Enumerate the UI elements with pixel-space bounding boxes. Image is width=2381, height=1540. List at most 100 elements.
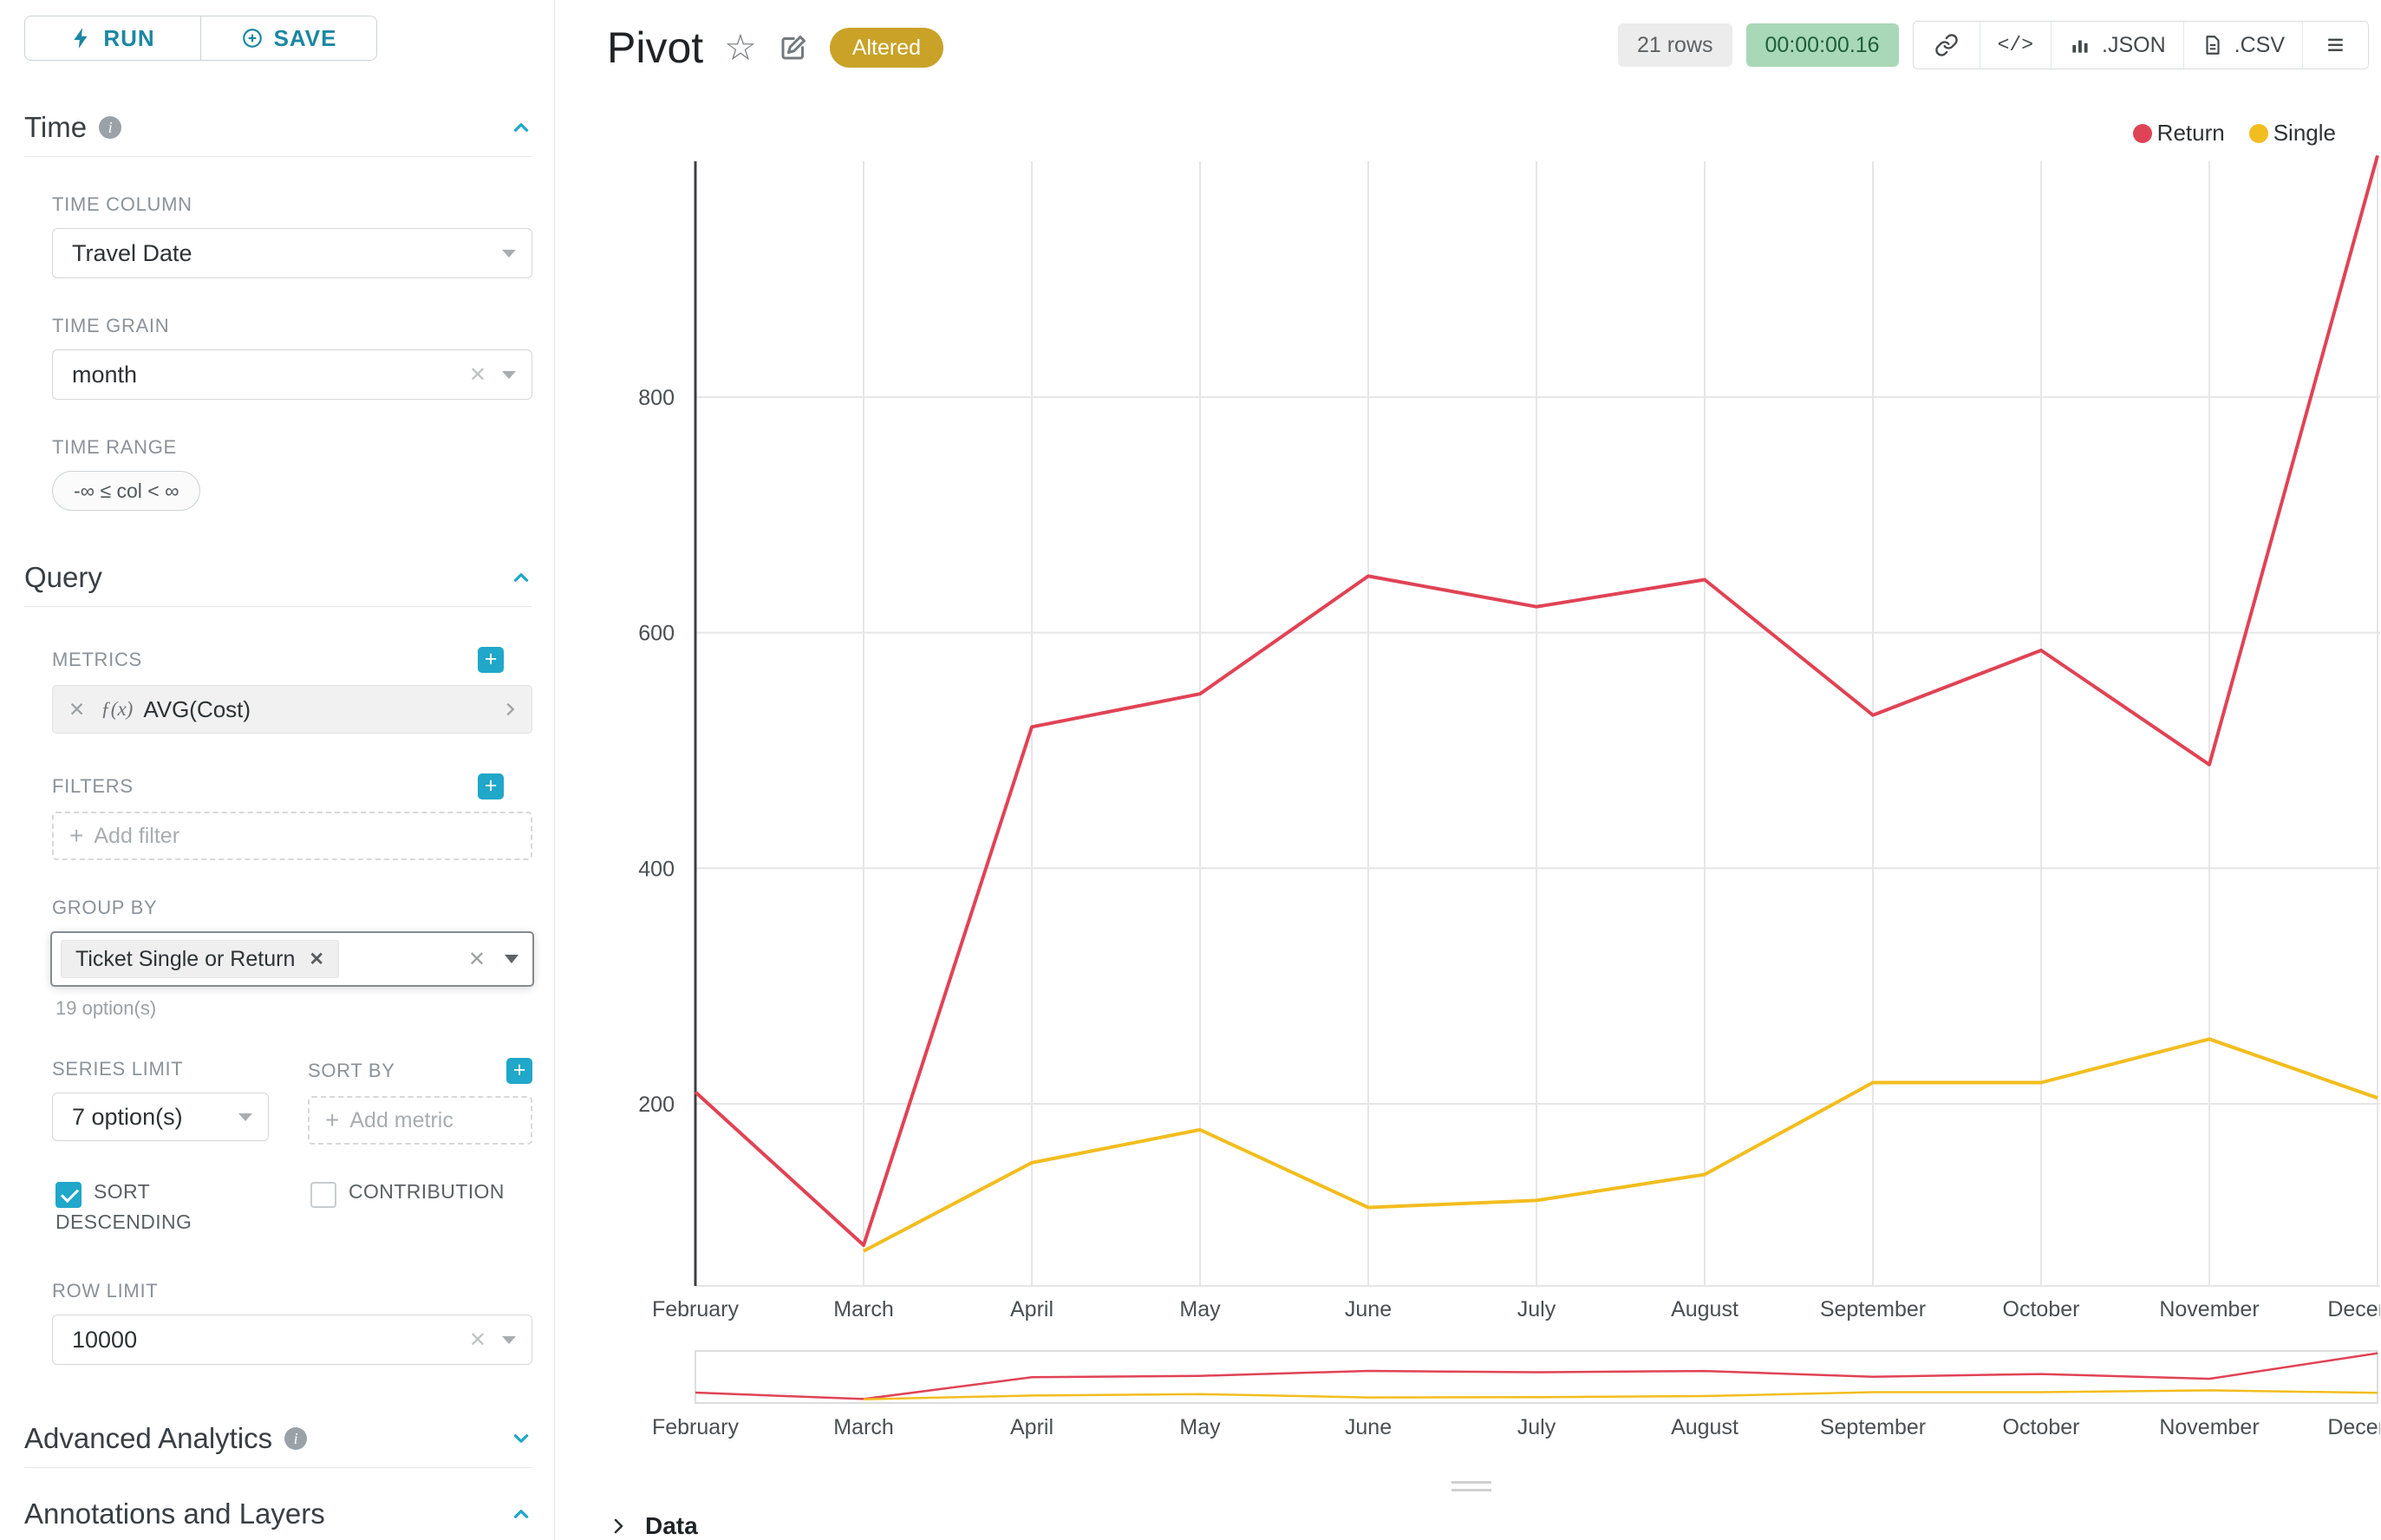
clear-icon[interactable]: ✕ — [468, 362, 486, 387]
series-limit-label: SERIES LIMIT — [52, 1058, 184, 1080]
legend-item-single[interactable]: Single — [2248, 120, 2336, 147]
info-icon: i — [284, 1427, 308, 1451]
clear-icon[interactable]: ✕ — [468, 1328, 486, 1352]
save-button[interactable]: SAVE — [200, 16, 377, 61]
annotations-section-header[interactable]: Annotations and Layers — [24, 1494, 532, 1534]
chevron-up-icon[interactable] — [511, 117, 532, 138]
chevron-right-icon[interactable] — [500, 700, 519, 719]
legend-dot-single — [2248, 123, 2268, 143]
metrics-label: METRICS — [52, 649, 142, 670]
view-query-button[interactable]: </> — [1979, 22, 2052, 69]
line-chart[interactable]: 200 400 600 800 February March April May June Jul… — [555, 147, 2380, 1344]
altered-badge[interactable]: Altered — [829, 28, 944, 68]
advanced-analytics-title: Advanced Analytics — [24, 1422, 273, 1455]
svg-text:September: September — [1820, 1297, 1926, 1321]
add-metric-button[interactable]: + — [478, 647, 504, 673]
chevron-up-icon[interactable] — [511, 1504, 532, 1524]
series-limit-value: 7 option(s) — [72, 1103, 183, 1130]
legend-label-return: Return — [2156, 120, 2225, 146]
chart-legend: Return Single — [2132, 120, 2336, 147]
chevron-down-icon — [238, 1113, 252, 1121]
metric-pill[interactable]: ✕ ƒ(x) AVG(Cost) — [52, 685, 532, 734]
sort-descending-checkbox-group[interactable]: SORT DESCENDING — [55, 1178, 236, 1237]
time-range-brush-chart[interactable]: February March April May June July August Septe… — [555, 1349, 2380, 1446]
contribution-checkbox-group[interactable]: CONTRIBUTION — [310, 1178, 532, 1237]
query-section-header[interactable]: Query — [24, 558, 532, 597]
legend-item-return[interactable]: Return — [2132, 120, 2225, 147]
time-section-title: Time — [24, 111, 88, 143]
svg-text:February: February — [652, 1297, 740, 1321]
sort-by-label: SORT BY — [308, 1060, 395, 1081]
row-count-badge: 21 rows — [1617, 23, 1732, 67]
svg-text:August: August — [1671, 1297, 1738, 1321]
annotations-title: Annotations and Layers — [24, 1498, 325, 1530]
section-divider — [24, 1467, 532, 1469]
filters-label: FILTERS — [52, 775, 134, 797]
resize-grip[interactable] — [1451, 1476, 1491, 1491]
chart-title: Pivot — [607, 23, 704, 72]
remove-group-by-icon[interactable]: ✕ — [309, 949, 324, 969]
add-sort-metric-button[interactable]: + — [506, 1058, 532, 1084]
run-button[interactable]: RUN — [24, 16, 201, 61]
add-filter-placeholder: Add filter — [94, 823, 180, 848]
time-range-label: TIME RANGE — [52, 436, 177, 458]
group-by-label: GROUP BY — [52, 897, 158, 918]
export-json-button[interactable]: .JSON — [2051, 22, 2183, 69]
chevron-up-icon[interactable] — [511, 567, 532, 588]
svg-text:September: September — [1820, 1415, 1926, 1439]
function-icon: ƒ(x) — [101, 698, 134, 720]
clear-icon[interactable]: ✕ — [467, 947, 486, 971]
plus-circle-icon — [242, 29, 262, 48]
group-by-select[interactable]: Ticket Single or Return ✕ ✕ — [50, 931, 534, 987]
row-limit-label: ROW LIMIT — [52, 1280, 159, 1302]
run-label: RUN — [103, 24, 155, 51]
group-by-options-hint: 19 option(s) — [55, 997, 157, 1019]
svg-text:August: August — [1671, 1415, 1738, 1439]
chevron-down-icon[interactable] — [511, 1428, 532, 1449]
edit-icon[interactable] — [778, 32, 809, 63]
row-limit-select[interactable]: 10000 ✕ — [52, 1315, 532, 1366]
chart-menu-button[interactable]: ≡ — [2302, 22, 2368, 69]
time-grain-select[interactable]: month ✕ — [52, 349, 532, 400]
svg-text:November: November — [2159, 1415, 2259, 1439]
advanced-analytics-section-header[interactable]: Advanced Analytics i — [24, 1419, 532, 1458]
chevron-right-icon — [614, 1518, 623, 1534]
sort-descending-checkbox[interactable] — [55, 1181, 82, 1208]
add-metric-placeholder: Add metric — [349, 1107, 453, 1132]
chevron-down-icon — [502, 1335, 516, 1344]
export-json-label: .JSON — [2102, 32, 2166, 57]
add-filter-dropzone[interactable]: + Add filter — [52, 812, 532, 860]
svg-text:December: December — [2327, 1297, 2380, 1321]
row-limit-value: 10000 — [72, 1326, 138, 1353]
svg-text:June: June — [1345, 1415, 1392, 1439]
add-sort-metric-dropzone[interactable]: + Add metric — [308, 1096, 532, 1145]
chart-panel: Pivot ☆ Altered 21 rows 00:00:00.16 </> — [555, 0, 2381, 1540]
time-range-pill[interactable]: -∞ ≤ col < ∞ — [52, 471, 201, 511]
export-csv-button[interactable]: .CSV — [2182, 22, 2302, 69]
data-section-toggle[interactable]: Data — [609, 1512, 698, 1540]
share-link-button[interactable] — [1913, 22, 1980, 69]
remove-metric-icon[interactable]: ✕ — [68, 697, 86, 721]
svg-text:June: June — [1345, 1297, 1392, 1321]
metric-value: AVG(Cost) — [143, 695, 251, 722]
sort-descending-label: SORT DESCENDING — [55, 1180, 192, 1233]
contribution-checkbox[interactable] — [310, 1181, 336, 1208]
svg-text:May: May — [1179, 1415, 1221, 1439]
add-filter-button[interactable]: + — [478, 773, 504, 799]
legend-label-single: Single — [2273, 120, 2336, 146]
time-column-select[interactable]: Travel Date — [52, 228, 532, 278]
favorite-star-icon[interactable]: ☆ — [724, 27, 757, 68]
file-icon — [2206, 36, 2220, 55]
svg-text:March: March — [833, 1297, 893, 1321]
lightning-icon — [74, 28, 88, 49]
time-section-header[interactable]: Time i — [24, 108, 532, 147]
svg-text:July: July — [1517, 1297, 1556, 1321]
data-section-label: Data — [645, 1512, 698, 1539]
export-button-group: </> .JSON .CSV ≡ — [1912, 21, 2369, 69]
svg-text:October: October — [2003, 1297, 2080, 1321]
chevron-down-icon — [505, 955, 519, 963]
svg-text:May: May — [1179, 1297, 1221, 1321]
export-csv-label: .CSV — [2234, 32, 2285, 57]
svg-text:400: 400 — [638, 857, 675, 881]
series-limit-select[interactable]: 7 option(s) — [52, 1093, 269, 1141]
